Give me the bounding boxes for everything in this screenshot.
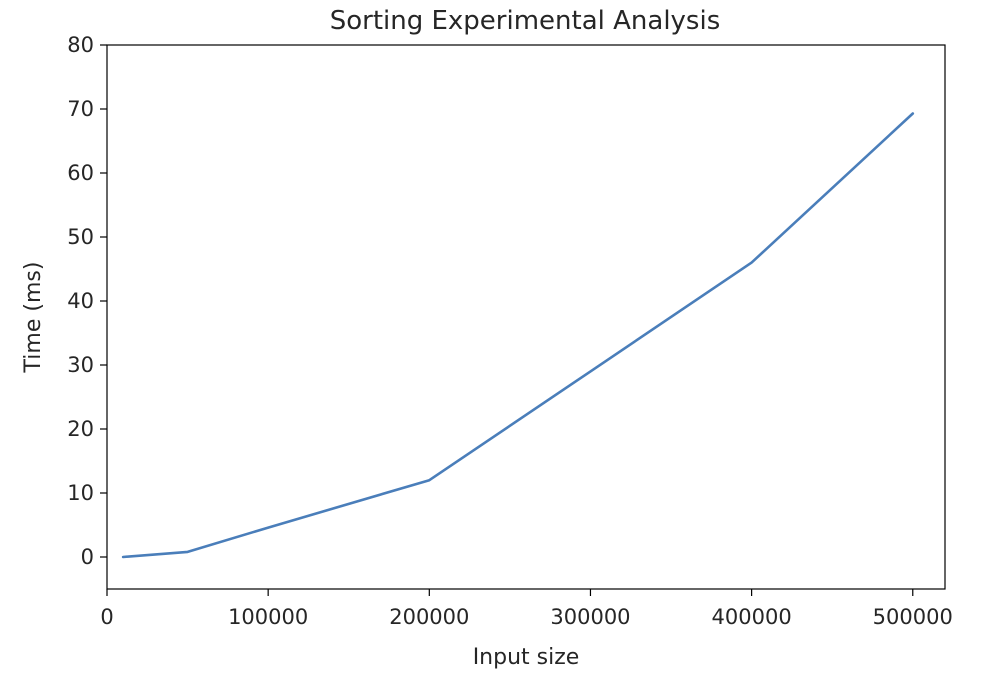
x-tick-label: 500000: [873, 605, 953, 629]
x-tick-label: 0: [100, 605, 113, 629]
y-tick-label: 30: [67, 353, 94, 377]
x-tick-label: 200000: [389, 605, 469, 629]
x-axis-ticks: 0 100000 200000 300000 400000 500000: [100, 589, 953, 629]
y-tick-label: 40: [67, 289, 94, 313]
y-tick-label: 50: [67, 225, 94, 249]
y-tick-label: 60: [67, 161, 94, 185]
x-tick-label: 100000: [228, 605, 308, 629]
y-axis-ticks: 0 10 20 30 40 50 60 70 80: [67, 33, 107, 569]
x-tick-label: 300000: [550, 605, 630, 629]
series-layer: [121, 112, 915, 559]
series-line: [121, 112, 915, 559]
y-tick-label: 0: [81, 545, 94, 569]
y-tick-label: 80: [67, 33, 94, 57]
y-tick-label: 10: [67, 481, 94, 505]
plot-frame: [106, 44, 946, 590]
x-tick-label: 400000: [712, 605, 792, 629]
x-axis-label: Input size: [473, 645, 580, 670]
y-tick-label: 20: [67, 417, 94, 441]
chart-title: Sorting Experimental Analysis: [330, 6, 721, 36]
y-axis-label: Time (ms): [21, 262, 46, 374]
y-tick-label: 70: [67, 97, 94, 121]
